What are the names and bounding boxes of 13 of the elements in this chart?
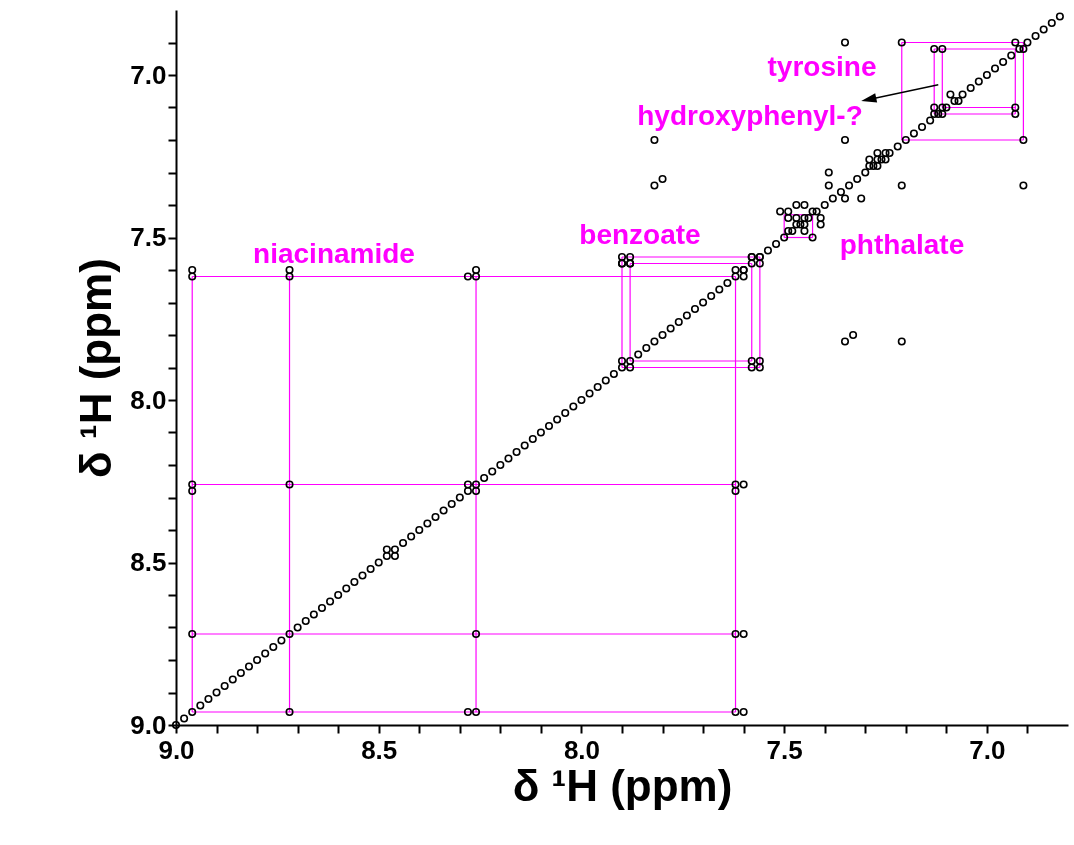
annotation: niacinamide — [253, 238, 415, 269]
x-tick-label: 7.5 — [766, 734, 803, 765]
y-tick-label: 8.0 — [130, 384, 167, 415]
y-axis-title: δ ¹H (ppm) — [71, 258, 121, 478]
x-tick-label: 8.5 — [361, 734, 398, 765]
annotation: phthalate — [839, 229, 965, 260]
annotation: hydroxyphenyl-? — [637, 100, 863, 131]
y-tick-label: 7.0 — [130, 59, 167, 90]
annotation: tyrosine — [767, 51, 877, 82]
annotation: benzoate — [579, 219, 701, 250]
y-tick-label: 7.5 — [130, 222, 167, 252]
y-tick-label: 8.5 — [130, 547, 167, 577]
x-tick-label: 7.0 — [969, 734, 1006, 765]
